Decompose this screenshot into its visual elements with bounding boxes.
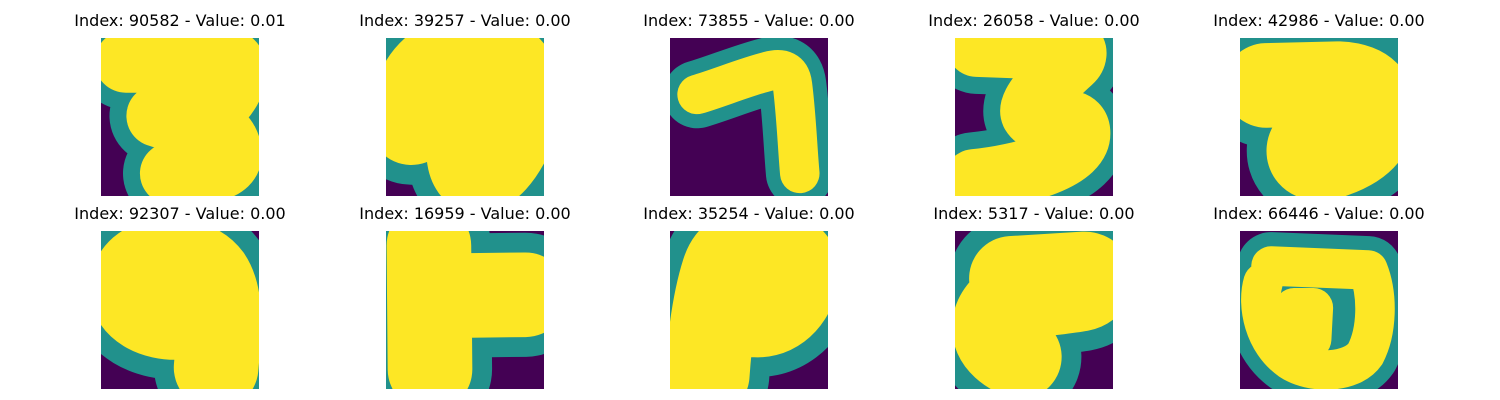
image-panel: Index: 5317 - Value: 0.00 [894,203,1174,389]
boot-stroke-icon [955,231,1113,389]
image-panel: Index: 66446 - Value: 0.00 [1179,203,1459,389]
panel-title: Index: 35254 - Value: 0.00 [643,204,855,223]
image-panel: Index: 35254 - Value: 0.00 [609,203,889,389]
panel-title: Index: 66446 - Value: 0.00 [1213,204,1425,223]
image-panel: Index: 26058 - Value: 0.00 [894,10,1174,196]
image-panel: Index: 42986 - Value: 0.00 [1179,10,1459,196]
digit-image [955,38,1113,196]
panel-title: Index: 90582 - Value: 0.01 [74,11,286,30]
loop-swirl-icon [386,38,544,196]
three-zigzag-icon [955,38,1113,196]
panel-title: Index: 26058 - Value: 0.00 [928,11,1140,30]
panel-title: Index: 73855 - Value: 0.00 [643,11,855,30]
digit-image [1240,231,1398,389]
panel-title: Index: 92307 - Value: 0.00 [74,204,286,223]
digit-image [955,231,1113,389]
image-panel: Index: 92307 - Value: 0.00 [40,203,320,389]
t-shaped-icon [386,231,544,389]
digit-image [101,38,259,196]
panel-title: Index: 16959 - Value: 0.00 [359,204,571,223]
hook-stroke-icon [1240,38,1398,196]
curl-stroke-icon [101,231,259,389]
digit-image [670,38,828,196]
image-panel: Index: 16959 - Value: 0.00 [325,203,605,389]
digit-image [670,231,828,389]
wave-stroke-icon [670,231,828,389]
image-panel: Index: 39257 - Value: 0.00 [325,10,605,196]
digit-image [386,38,544,196]
panel-title: Index: 42986 - Value: 0.00 [1213,11,1425,30]
image-panel: Index: 73855 - Value: 0.00 [609,10,889,196]
image-panel: Index: 90582 - Value: 0.01 [40,10,320,196]
digit-image [101,231,259,389]
digit-image [1240,38,1398,196]
loop-box-icon [1240,232,1398,389]
panel-title: Index: 39257 - Value: 0.00 [359,11,571,30]
three-loop-icon [101,38,259,196]
digit-image [386,231,544,389]
panel-title: Index: 5317 - Value: 0.00 [933,204,1135,223]
seven-like-icon [670,38,828,196]
